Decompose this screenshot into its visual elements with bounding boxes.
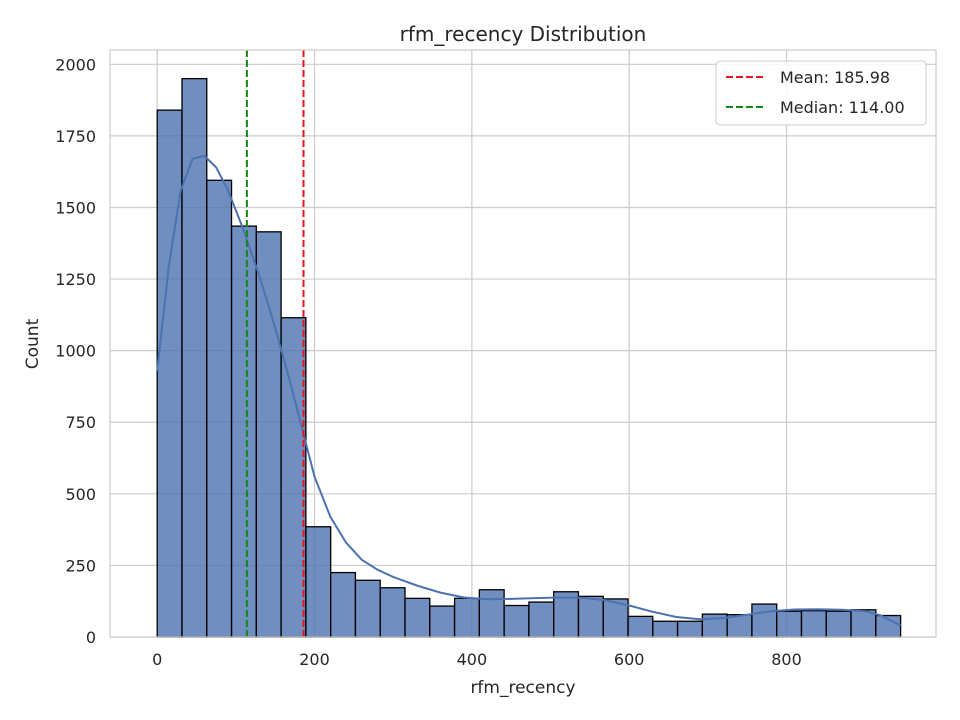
kde-curve (156, 154, 902, 627)
legend-box (715, 60, 927, 126)
legend-label: Mean: 185.98 (780, 68, 890, 87)
histogram-bar (429, 605, 456, 638)
histogram-bar (379, 587, 406, 638)
y-tick-label: 1000 (55, 342, 96, 361)
histogram-bar (776, 610, 803, 638)
x-axis-label: rfm_recency (470, 678, 575, 698)
histogram-bar (156, 109, 183, 638)
histogram-bar (230, 225, 257, 638)
histogram-bar (280, 317, 307, 638)
legend: Mean: 185.98 Median: 114.00 (715, 60, 927, 126)
histogram-bar (453, 597, 480, 638)
y-tick-label: 0 (86, 628, 96, 647)
y-tick-label: 2000 (55, 55, 96, 74)
reference-lines (245, 50, 305, 637)
histogram-bar (404, 597, 431, 638)
y-tick-label: 1500 (55, 198, 96, 217)
histogram-bar (751, 603, 778, 638)
x-tick-label: 600 (614, 650, 645, 669)
chart-title: rfm_recency Distribution (400, 22, 647, 46)
histogram-bar (478, 589, 505, 638)
y-tick-labels: 0 250 500 750 1000 1250 1500 1750 2000 (55, 55, 96, 647)
histogram-bar (627, 615, 654, 638)
y-tick-label: 500 (65, 485, 96, 504)
histogram-bar (800, 610, 827, 638)
histogram-bar (850, 609, 877, 638)
histogram-bar (354, 579, 381, 638)
y-axis-label: Count (23, 318, 43, 369)
y-tick-label: 750 (65, 413, 96, 432)
histogram-bar (676, 620, 704, 638)
histogram-bar (305, 526, 332, 638)
histogram-bar (602, 598, 629, 638)
y-tick-label: 250 (65, 556, 96, 575)
histogram-bar (206, 179, 233, 638)
y-tick-label: 1250 (55, 270, 96, 289)
x-tick-label: 400 (457, 650, 488, 669)
legend-label: Median: 114.00 (780, 98, 905, 117)
histogram-bar (330, 571, 357, 638)
x-tick-label: 800 (771, 650, 802, 669)
x-tick-labels: 0 200 400 600 800 (152, 650, 802, 669)
histogram-bar (577, 595, 604, 638)
histogram-bar (181, 77, 208, 638)
histogram-bars (156, 77, 902, 638)
x-tick-label: 0 (152, 650, 162, 669)
plot-frame (109, 49, 937, 638)
histogram-bar (528, 601, 555, 638)
histogram-bar (652, 620, 679, 638)
x-tick-label: 200 (299, 650, 330, 669)
histogram-bar (503, 604, 530, 638)
y-tick-label: 1750 (55, 127, 96, 146)
histogram-bar (825, 610, 852, 638)
histogram-bar (255, 231, 282, 638)
